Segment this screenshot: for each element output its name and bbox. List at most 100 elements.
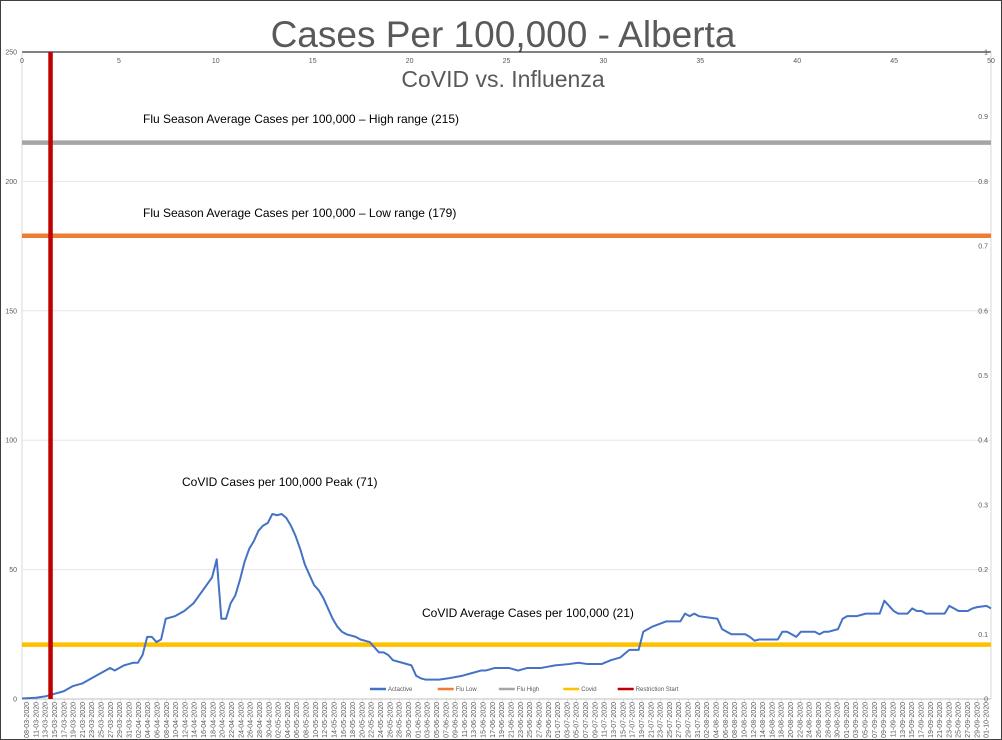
x-tick-label: 23-06-2020: [518, 702, 525, 738]
x-tick-label: 20-04-2020: [220, 702, 227, 738]
top-tick-label: 15: [309, 58, 317, 65]
x-tick-label: 30-05-2020: [406, 702, 413, 738]
x-tick-label: 20-05-2020: [359, 702, 366, 738]
annotation-covid-peak: CoVID Cases per 100,000 Peak (71): [182, 475, 377, 489]
x-tick-label: 29-09-2020: [974, 702, 981, 738]
x-tick-label: 17-09-2020: [918, 702, 925, 738]
x-tick-label: 25-09-2020: [956, 702, 963, 738]
x-tick-label: 21-03-2020: [80, 702, 87, 738]
x-tick-label: 30-08-2020: [835, 702, 842, 738]
legend-label: Flu Low: [456, 687, 478, 693]
x-tick-label: 23-09-2020: [946, 702, 953, 738]
x-tick-label: 18-08-2020: [779, 702, 786, 738]
x-tick-label: 29-07-2020: [686, 702, 693, 738]
x-tick-label: 20-08-2020: [788, 702, 795, 738]
x-tick-label: 11-06-2020: [462, 702, 469, 737]
x-tick-label: 28-05-2020: [397, 702, 404, 738]
x-tick-label: 17-03-2020: [61, 702, 68, 738]
x-tick-label: 27-06-2020: [536, 702, 543, 738]
x-tick-label: 13-07-2020: [611, 702, 618, 738]
x-tick-label: 27-03-2020: [108, 702, 115, 738]
x-tick-label: 05-07-2020: [574, 702, 581, 738]
x-tick-label: 26-05-2020: [387, 702, 394, 738]
x-tick-label: 10-05-2020: [313, 702, 320, 738]
x-tick-label: 08-03-2020: [24, 702, 31, 738]
chart-title: Cases Per 100,000 - Alberta: [271, 14, 736, 55]
x-tick-label: 01-06-2020: [415, 702, 422, 738]
x-tick-label: 03-07-2020: [564, 702, 571, 738]
x-tick-label: 15-03-2020: [52, 702, 59, 738]
x-tick-label: 23-07-2020: [658, 702, 665, 738]
legend-label: Actactive: [388, 687, 413, 693]
x-tick-label: 14-05-2020: [331, 702, 338, 738]
x-tick-label: 23-03-2020: [89, 702, 96, 738]
x-tick-label: 25-03-2020: [99, 702, 106, 738]
x-tick-label: 19-07-2020: [639, 702, 646, 738]
right-tick-label: 0.5: [978, 373, 988, 380]
legend-item: Covid: [563, 687, 597, 693]
legend-item: Restriction Start: [617, 687, 679, 693]
x-tick-label: 09-09-2020: [881, 702, 888, 738]
x-tick-label: 31-03-2020: [126, 702, 133, 738]
x-tick-label: 15-09-2020: [909, 702, 916, 738]
x-tick-label: 14-08-2020: [760, 702, 767, 738]
x-tick-label: 06-05-2020: [294, 702, 301, 738]
x-tick-label: 10-08-2020: [741, 702, 748, 738]
right-tick-label: 0.1: [978, 632, 988, 639]
y-tick-label: 50: [9, 567, 17, 574]
x-axis-ticks: 08-03-2020 11-03-2020 13-03-2020 15-03-2020…: [24, 699, 991, 738]
x-tick-label: 01-10-2020: [984, 702, 991, 738]
top-axis-ticks: 0 5 10 15 20 25 30 35 40 45 50: [20, 58, 995, 65]
x-tick-label: 14-04-2020: [192, 702, 199, 738]
x-tick-label: 24-05-2020: [378, 702, 385, 738]
x-tick-label: 02-05-2020: [276, 702, 283, 738]
series-layer: [21, 52, 992, 700]
top-tick-label: 10: [212, 58, 220, 65]
right-tick-label: 0.2: [978, 567, 988, 574]
top-tick-label: 35: [696, 58, 704, 65]
x-tick-label: 08-05-2020: [304, 702, 311, 738]
x-tick-label: 01-09-2020: [844, 702, 851, 738]
legend-item: Actactive: [370, 687, 413, 693]
legend-item: Flu Low: [437, 687, 478, 693]
x-tick-label: 04-08-2020: [713, 702, 720, 738]
x-tick-label: 07-07-2020: [583, 702, 590, 738]
annotation-flu-high: Flu Season Average Cases per 100,000 – H…: [143, 112, 459, 126]
top-tick-label: 20: [406, 58, 414, 65]
x-tick-label: 27-09-2020: [965, 702, 972, 738]
y-axis-ticks: 0 50 100 150 200 250: [5, 50, 17, 704]
x-tick-label: 11-07-2020: [602, 702, 609, 737]
x-tick-label: 12-08-2020: [751, 702, 758, 738]
x-tick-label: 11-09-2020: [891, 702, 898, 737]
x-tick-label: 28-08-2020: [825, 702, 832, 738]
x-tick-label: 11-03-2020: [33, 702, 40, 737]
series-actactive-line: [21, 512, 992, 700]
x-tick-label: 03-09-2020: [853, 702, 860, 738]
x-tick-label: 19-06-2020: [499, 702, 506, 738]
x-tick-label: 27-07-2020: [676, 702, 683, 738]
x-tick-label: 30-04-2020: [266, 702, 273, 738]
chart-subtitle: CoVID vs. Influenza: [401, 66, 604, 92]
legend: Actactive Flu Low Flu High Covid Restriction…: [370, 687, 679, 693]
x-tick-label: 02-08-2020: [704, 702, 711, 738]
x-tick-label: 25-07-2020: [667, 702, 674, 738]
x-tick-label: 10-04-2020: [173, 702, 180, 738]
legend-label: Restriction Start: [636, 687, 679, 693]
x-tick-label: 22-05-2020: [369, 702, 376, 738]
top-tick-label: 5: [117, 58, 121, 65]
top-tick-label: 25: [503, 58, 511, 65]
x-tick-label: 15-07-2020: [620, 702, 627, 738]
x-tick-label: 29-06-2020: [546, 702, 553, 738]
x-tick-label: 07-06-2020: [443, 702, 450, 738]
x-tick-label: 08-04-2020: [164, 702, 171, 738]
x-tick-label: 28-04-2020: [257, 702, 264, 738]
x-tick-label: 05-06-2020: [434, 702, 441, 738]
x-tick-label: 04-05-2020: [285, 702, 292, 738]
right-tick-label: 0.6: [978, 308, 988, 315]
x-tick-label: 17-06-2020: [490, 702, 497, 738]
x-tick-label: 01-07-2020: [555, 702, 562, 738]
legend-item: Flu High: [498, 687, 539, 693]
x-tick-label: 22-04-2020: [229, 702, 236, 738]
